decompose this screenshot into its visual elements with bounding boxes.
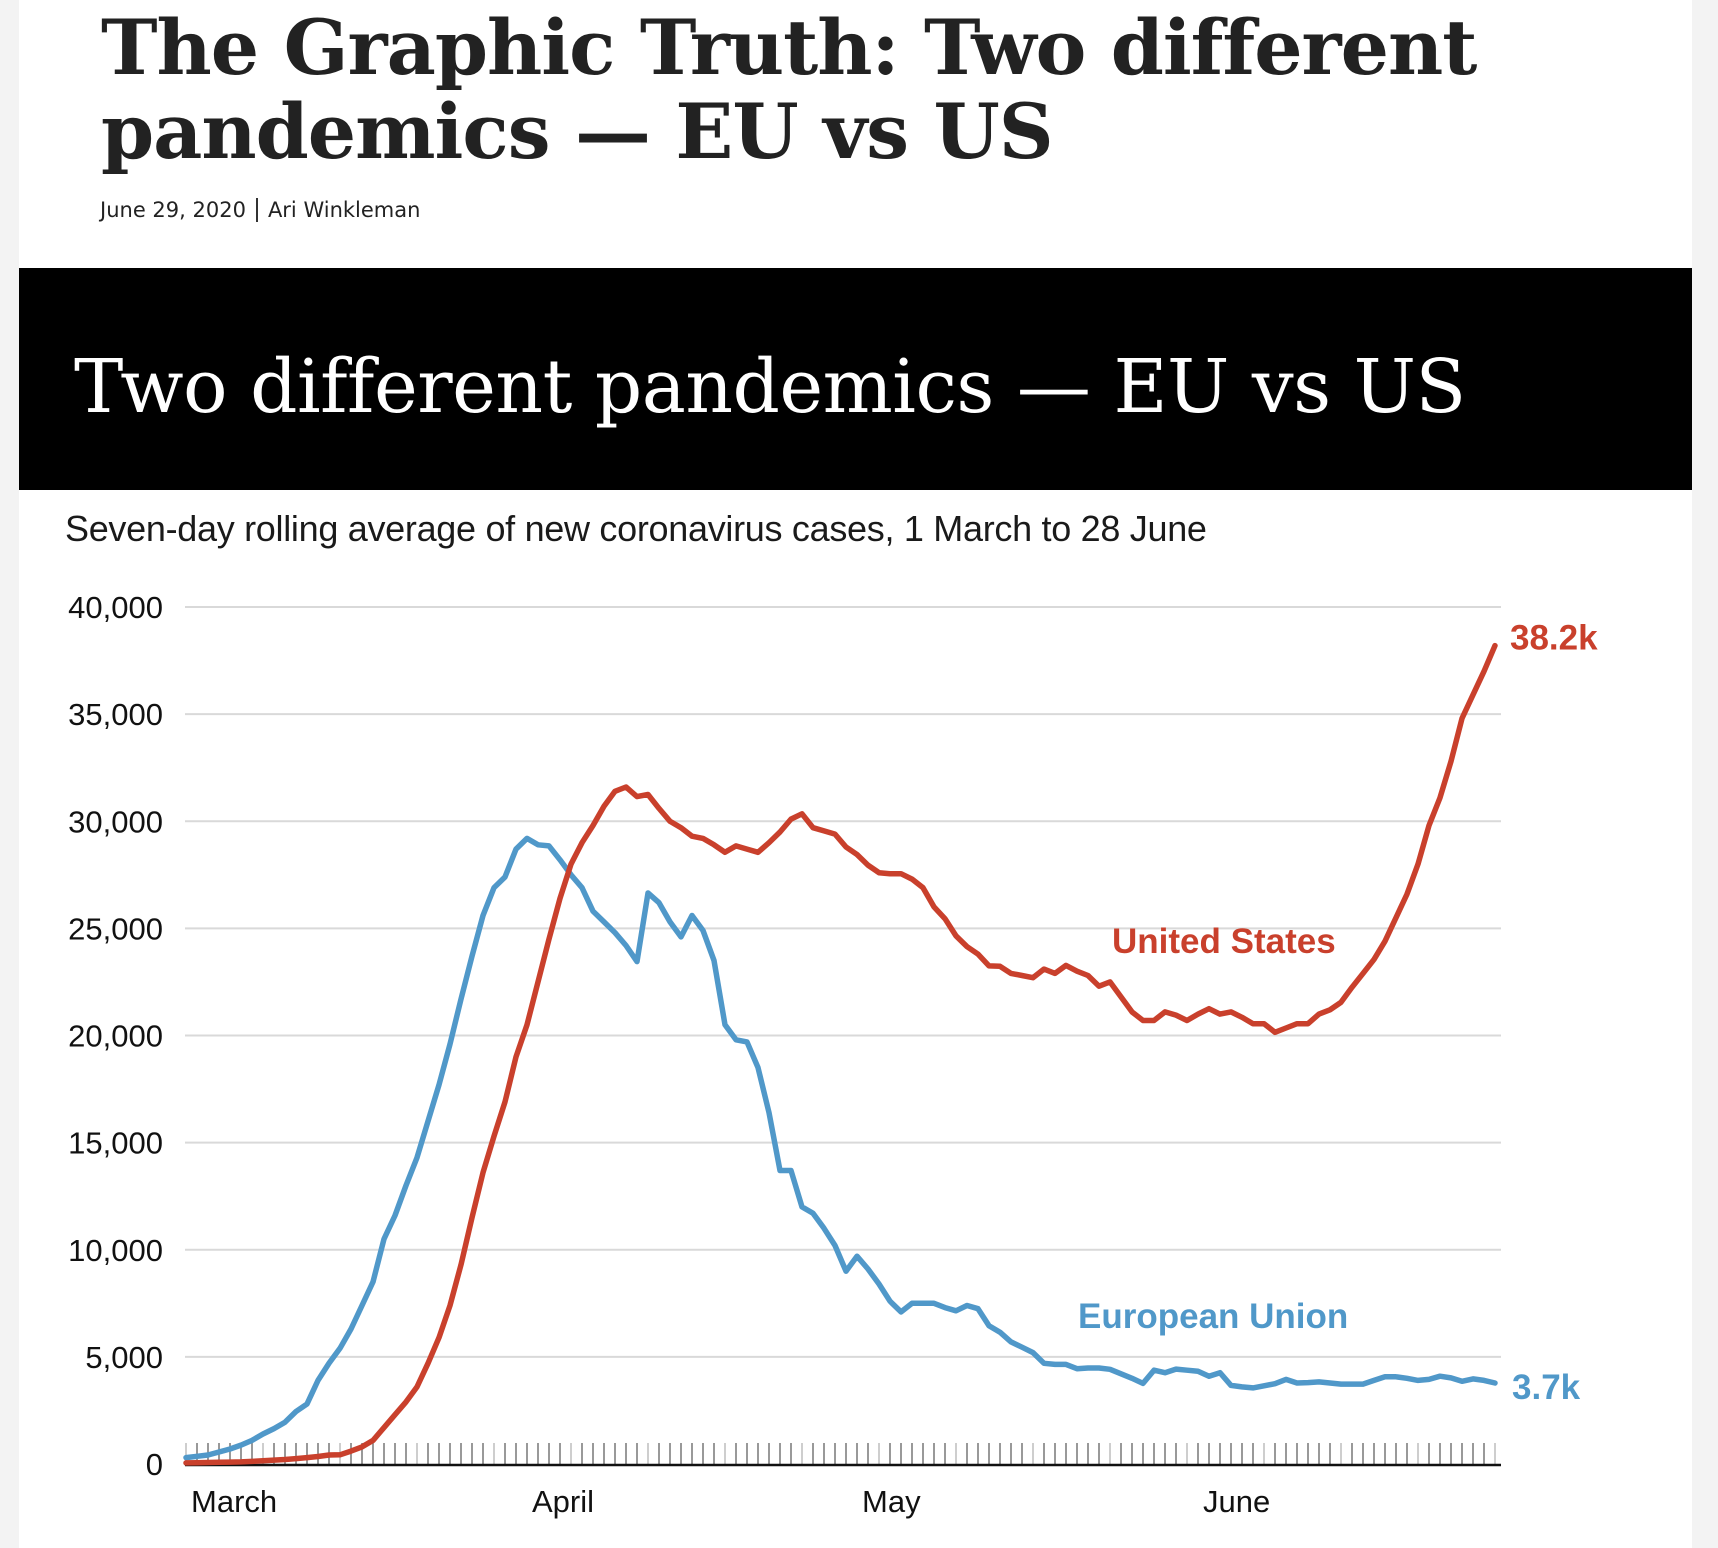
y-tick-label: 40,000 (68, 590, 163, 625)
y-tick-label: 0 (146, 1447, 163, 1482)
y-tick-label: 10,000 (68, 1233, 163, 1268)
x-month-label: May (862, 1484, 921, 1519)
y-tick-label: 15,000 (68, 1126, 163, 1161)
byline-separator (255, 198, 258, 222)
eu-end-value-label: 3.7k (1512, 1368, 1581, 1407)
eu-series-label: European Union (1078, 1297, 1348, 1336)
byline: June 29, 2020 Ari Winkleman (100, 198, 420, 222)
y-axis-labels: 0 5,000 10,000 15,000 20,000 25,000 30,000 35,0… (68, 590, 163, 1482)
author-link[interactable]: Ari Winkleman (267, 198, 421, 222)
x-axis: March April May June (185, 1443, 1501, 1519)
x-month-label: April (532, 1484, 594, 1519)
article-page: The Graphic Truth: Two different pandemi… (19, 0, 1692, 1548)
y-tick-label: 20,000 (68, 1019, 163, 1054)
chart-subtitle: Seven-day rolling average of new coronav… (65, 508, 1207, 549)
y-tick-label: 5,000 (85, 1340, 163, 1375)
article-headline: The Graphic Truth: Two different pandemi… (101, 3, 1477, 176)
eu-series-line (183, 835, 1498, 1461)
x-month-label: June (1203, 1484, 1270, 1519)
graphic-banner: Two different pandemics — EU vs US (19, 268, 1692, 490)
y-tick-label: 30,000 (68, 804, 163, 839)
y-tick-label: 35,000 (68, 697, 163, 732)
us-series-label: United States (1112, 922, 1336, 961)
gridlines (185, 606, 1501, 1358)
graphic-title: Two different pandemics — EU vs US (74, 344, 1466, 430)
y-tick-label: 25,000 (68, 911, 163, 946)
us-series-line (183, 642, 1498, 1466)
series-labels: United States European Union 38.2k 3.7k (1078, 619, 1598, 1407)
series-lines (183, 642, 1498, 1466)
x-month-label: March (191, 1484, 277, 1519)
us-end-value-label: 38.2k (1510, 619, 1598, 658)
publish-date: June 29, 2020 (100, 198, 246, 222)
